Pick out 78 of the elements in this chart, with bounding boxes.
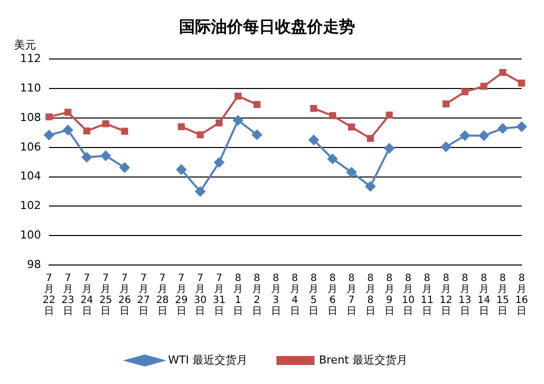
x-tick-label: 8月5日	[308, 273, 319, 318]
x-tick-label: 7月22日	[42, 273, 56, 318]
legend-label: WTI 最近交货月	[168, 353, 248, 366]
x-tick-label: 8月14日	[477, 273, 490, 318]
point	[365, 181, 376, 192]
point	[120, 162, 130, 173]
point	[461, 88, 468, 96]
point	[346, 167, 356, 178]
point	[386, 112, 393, 119]
x-tick-label: 8月16日	[515, 273, 528, 318]
y-tick-label: 104	[20, 170, 41, 183]
point	[348, 123, 355, 130]
x-tick-label: 7月31日	[212, 273, 226, 318]
point	[83, 127, 90, 134]
y-tick-label: 98	[26, 258, 41, 271]
point	[176, 164, 186, 175]
point	[308, 134, 319, 145]
point	[328, 154, 338, 164]
x-tick-label: 8月4日	[290, 273, 300, 318]
point	[44, 130, 54, 140]
point	[253, 101, 260, 108]
x-tick-label: 7月26日	[118, 273, 131, 318]
y-tick-label: 106	[20, 140, 41, 154]
point	[442, 100, 450, 108]
point	[499, 68, 506, 76]
x-tick-label: 7月27日	[137, 273, 150, 318]
point	[310, 104, 318, 112]
point	[366, 134, 374, 142]
x-tick-label: 8月8日	[365, 273, 376, 318]
point	[441, 142, 452, 152]
point	[384, 143, 394, 154]
point	[178, 123, 185, 130]
x-tick-label: 7月28日	[156, 273, 169, 318]
point	[252, 130, 262, 140]
x-tick-label: 7月29日	[174, 273, 188, 318]
y-tick-label: 108	[20, 110, 41, 124]
y-axis-title: 美元	[14, 38, 36, 52]
x-tick-label: 8月7日	[346, 273, 356, 318]
point	[480, 82, 488, 90]
y-tick-label: 100	[20, 228, 41, 242]
point	[478, 130, 489, 141]
x-tick-label: 8月9日	[384, 273, 394, 318]
point	[518, 80, 526, 87]
x-tick-label: 7月30日	[194, 273, 207, 318]
y-tick-label: 102	[20, 199, 41, 212]
point	[82, 152, 92, 162]
x-tick-label: 8月12日	[440, 273, 452, 318]
x-tick-label: 8月10日	[402, 273, 415, 318]
point	[100, 150, 111, 161]
x-tick-label: 8月11日	[420, 273, 434, 318]
point	[195, 186, 206, 196]
point	[64, 108, 72, 116]
chart-title: 国际油价每日收盘价走势	[179, 16, 355, 36]
point	[516, 122, 527, 132]
x-tick-label: 8月2日	[252, 273, 262, 318]
point	[329, 112, 336, 120]
point	[233, 115, 244, 126]
legend-label: Brent 最近交货月	[318, 353, 408, 366]
point	[234, 92, 242, 100]
point	[121, 128, 128, 135]
y-tick-label: 112	[20, 52, 41, 66]
x-tick-label: 8月13日	[458, 273, 472, 318]
y-tick-label: 110	[20, 81, 41, 94]
x-tick-label: 7月23日	[62, 273, 74, 318]
point	[216, 119, 223, 126]
point	[46, 113, 52, 120]
point	[460, 130, 470, 141]
point	[196, 131, 204, 138]
point	[498, 123, 508, 134]
x-tick-label: 7月25日	[99, 273, 112, 318]
point	[102, 120, 110, 128]
x-tick-label: 8月15日	[496, 273, 510, 318]
point	[62, 125, 73, 136]
point	[214, 157, 224, 168]
x-tick-label: 8月1日	[233, 273, 244, 318]
x-tick-label: 8月6日	[328, 273, 338, 318]
x-tick-label: 7月24日	[80, 273, 94, 318]
x-tick-label: 8月3日	[270, 273, 281, 318]
